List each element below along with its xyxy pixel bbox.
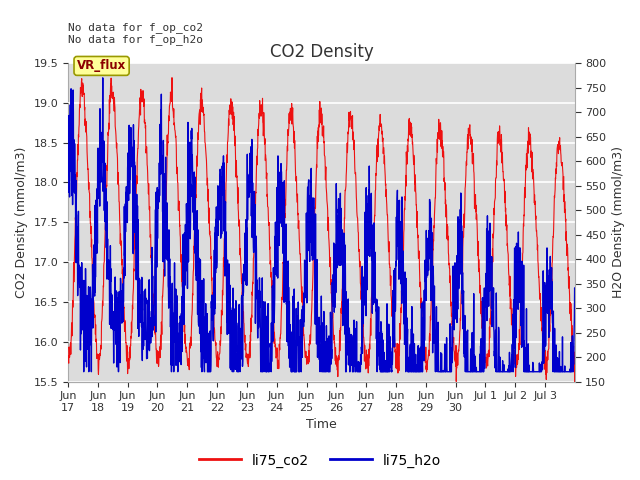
Text: No data for f_op_co2
No data for f_op_h2o: No data for f_op_co2 No data for f_op_h2… bbox=[68, 22, 203, 45]
Legend: li75_co2, li75_h2o: li75_co2, li75_h2o bbox=[193, 448, 447, 473]
Y-axis label: CO2 Density (mmol/m3): CO2 Density (mmol/m3) bbox=[15, 146, 28, 298]
Y-axis label: H2O Density (mmol/m3): H2O Density (mmol/m3) bbox=[612, 146, 625, 298]
Text: VR_flux: VR_flux bbox=[77, 60, 126, 72]
X-axis label: Time: Time bbox=[306, 419, 337, 432]
Title: CO2 Density: CO2 Density bbox=[269, 44, 373, 61]
